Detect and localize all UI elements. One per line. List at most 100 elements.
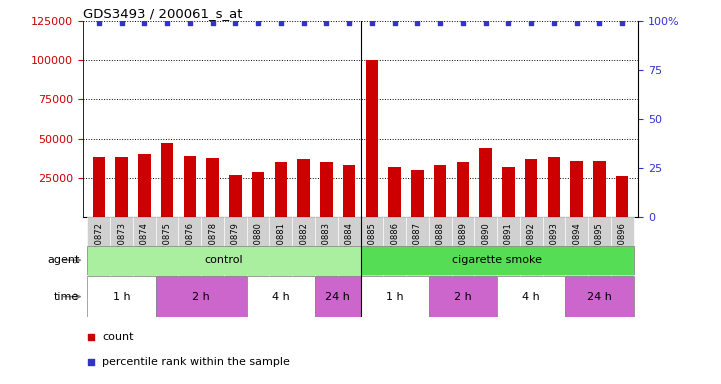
Bar <box>570 161 583 217</box>
Text: GSM270895: GSM270895 <box>595 222 604 273</box>
Bar <box>384 217 406 284</box>
Bar <box>110 217 133 284</box>
Bar <box>366 60 378 217</box>
Text: 4 h: 4 h <box>522 291 540 302</box>
Point <box>207 20 218 26</box>
Point <box>389 20 400 26</box>
Point <box>548 20 559 26</box>
Point <box>229 20 241 26</box>
Point <box>321 20 332 26</box>
Point <box>93 20 105 26</box>
Bar <box>611 217 634 284</box>
Text: GSM270876: GSM270876 <box>185 222 195 273</box>
Point <box>412 20 423 26</box>
Point <box>343 20 355 26</box>
Point <box>503 20 514 26</box>
Bar <box>360 217 384 284</box>
Text: GSM270883: GSM270883 <box>322 222 331 273</box>
Bar <box>201 217 224 284</box>
Bar <box>343 165 355 217</box>
Bar <box>115 157 128 217</box>
Text: agent: agent <box>47 255 79 265</box>
Text: GSM270887: GSM270887 <box>413 222 422 273</box>
Bar <box>337 217 360 284</box>
Bar <box>156 276 247 317</box>
Bar <box>502 167 515 217</box>
Bar <box>525 159 537 217</box>
Text: count: count <box>102 333 134 343</box>
Text: GSM270878: GSM270878 <box>208 222 217 273</box>
Text: GSM270873: GSM270873 <box>117 222 126 273</box>
Bar <box>434 165 446 217</box>
Point <box>162 20 173 26</box>
Text: control: control <box>205 255 243 265</box>
Bar <box>565 276 634 317</box>
Bar <box>565 217 588 284</box>
Text: GSM270880: GSM270880 <box>254 222 262 273</box>
Bar <box>247 217 270 284</box>
Bar <box>451 217 474 284</box>
Text: GDS3493 / 200061_s_at: GDS3493 / 200061_s_at <box>83 7 242 20</box>
Text: GSM270881: GSM270881 <box>276 222 286 273</box>
Text: GSM270875: GSM270875 <box>163 222 172 273</box>
Text: 1 h: 1 h <box>386 291 404 302</box>
Bar <box>87 246 360 275</box>
Bar <box>456 162 469 217</box>
Point <box>616 20 628 26</box>
Point <box>275 20 287 26</box>
Point <box>430 221 442 227</box>
Text: GSM270893: GSM270893 <box>549 222 558 273</box>
Point <box>526 20 537 26</box>
Text: GSM270891: GSM270891 <box>504 222 513 273</box>
Bar <box>156 217 179 284</box>
Bar <box>224 217 247 284</box>
Bar <box>411 170 424 217</box>
Bar <box>206 158 219 217</box>
Text: GSM270892: GSM270892 <box>526 222 536 273</box>
Bar <box>247 276 315 317</box>
Bar <box>92 157 105 217</box>
Text: cigarette smoke: cigarette smoke <box>452 255 542 265</box>
Bar <box>360 276 429 317</box>
Bar <box>87 276 156 317</box>
Text: GSM270885: GSM270885 <box>368 222 376 273</box>
Point <box>252 20 264 26</box>
Bar <box>184 156 196 217</box>
Point <box>434 20 446 26</box>
Bar <box>320 162 332 217</box>
Text: GSM270889: GSM270889 <box>459 222 467 273</box>
Bar <box>252 172 265 217</box>
Text: 24 h: 24 h <box>325 291 350 302</box>
Bar <box>479 148 492 217</box>
Point <box>366 20 378 26</box>
Bar <box>297 159 310 217</box>
Bar <box>315 276 360 317</box>
Text: 2 h: 2 h <box>193 291 210 302</box>
Bar <box>542 217 565 284</box>
Bar <box>588 217 611 284</box>
Text: GSM270879: GSM270879 <box>231 222 240 273</box>
Bar <box>474 217 497 284</box>
Text: GSM270884: GSM270884 <box>345 222 353 273</box>
Text: GSM270872: GSM270872 <box>94 222 103 273</box>
Text: 4 h: 4 h <box>272 291 290 302</box>
Bar <box>270 217 292 284</box>
Bar <box>161 143 173 217</box>
Point <box>571 20 583 26</box>
Bar <box>275 162 287 217</box>
Text: 24 h: 24 h <box>587 291 612 302</box>
Text: time: time <box>54 291 79 302</box>
Point <box>184 20 195 26</box>
Text: GSM270888: GSM270888 <box>435 222 445 273</box>
Bar <box>138 154 151 217</box>
Text: GSM270882: GSM270882 <box>299 222 308 273</box>
Text: 2 h: 2 h <box>454 291 472 302</box>
Bar <box>389 167 401 217</box>
Text: GSM270874: GSM270874 <box>140 222 149 273</box>
Bar <box>360 246 634 275</box>
Bar <box>87 217 110 284</box>
Bar <box>497 217 520 284</box>
Point <box>480 20 492 26</box>
Text: GSM270894: GSM270894 <box>572 222 581 273</box>
Bar <box>429 276 497 317</box>
